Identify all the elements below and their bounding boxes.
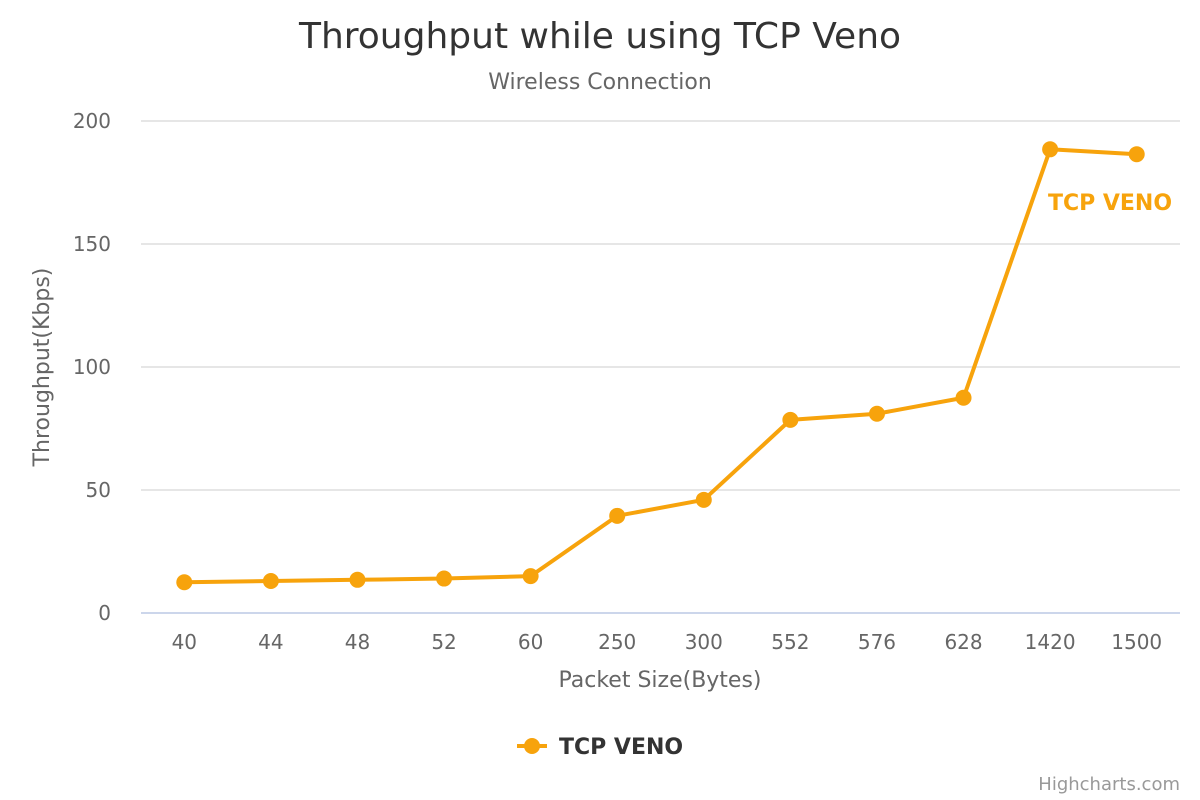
data-point[interactable] [609,507,626,524]
data-point[interactable] [1042,141,1059,158]
data-point[interactable] [176,574,193,591]
legend-item-tcp-veno[interactable]: TCP VENO [559,735,683,760]
gridlines [141,120,1180,614]
legend[interactable]: TCP VENO [517,735,683,760]
data-point[interactable] [782,411,799,428]
y-tick-label: 200 [73,109,111,133]
x-tick-label: 552 [771,630,809,654]
x-tick-label: 1420 [1025,630,1076,654]
series-line [182,147,1139,585]
x-tick-label: 44 [258,630,283,654]
credits-link[interactable]: Highcharts.com [1038,774,1180,795]
x-tick-label: 48 [345,630,370,654]
x-tick-label: 52 [431,630,456,654]
series-end-label: TCP VENO [1048,191,1172,216]
chart-subtitle: Wireless Connection [488,70,712,95]
x-tick-label: 628 [944,630,982,654]
x-tick-label: 250 [598,630,636,654]
legend-marker [524,738,540,754]
x-tick-label: 300 [685,630,723,654]
data-point[interactable] [695,491,712,508]
x-tick-label: 576 [858,630,896,654]
x-axis-ticks: 40 44 48 52 60 250 300 552 576 628 1420 1500 [172,630,1163,654]
x-tick-label: 40 [172,630,197,654]
x-tick-label: 1500 [1111,630,1162,654]
y-tick-label: 150 [73,232,111,256]
data-point[interactable] [955,389,972,406]
chart-title: Throughput while using TCP Veno [298,16,901,57]
data-point[interactable] [868,405,885,422]
x-tick-label: 60 [518,630,543,654]
y-axis-ticks: 0 50 100 150 200 [73,109,111,625]
y-tick-label: 0 [98,601,111,625]
y-axis-title: Throughput(Kbps) [30,268,55,468]
data-point[interactable] [349,571,366,588]
x-axis-title: Packet Size(Bytes) [558,668,761,693]
data-point[interactable] [436,570,453,587]
data-point[interactable] [262,573,279,590]
y-tick-label: 50 [86,478,111,502]
data-point[interactable] [1128,146,1145,163]
data-point[interactable] [522,568,539,585]
series-tcp-veno[interactable] [176,141,1145,591]
y-tick-label: 100 [73,355,111,379]
